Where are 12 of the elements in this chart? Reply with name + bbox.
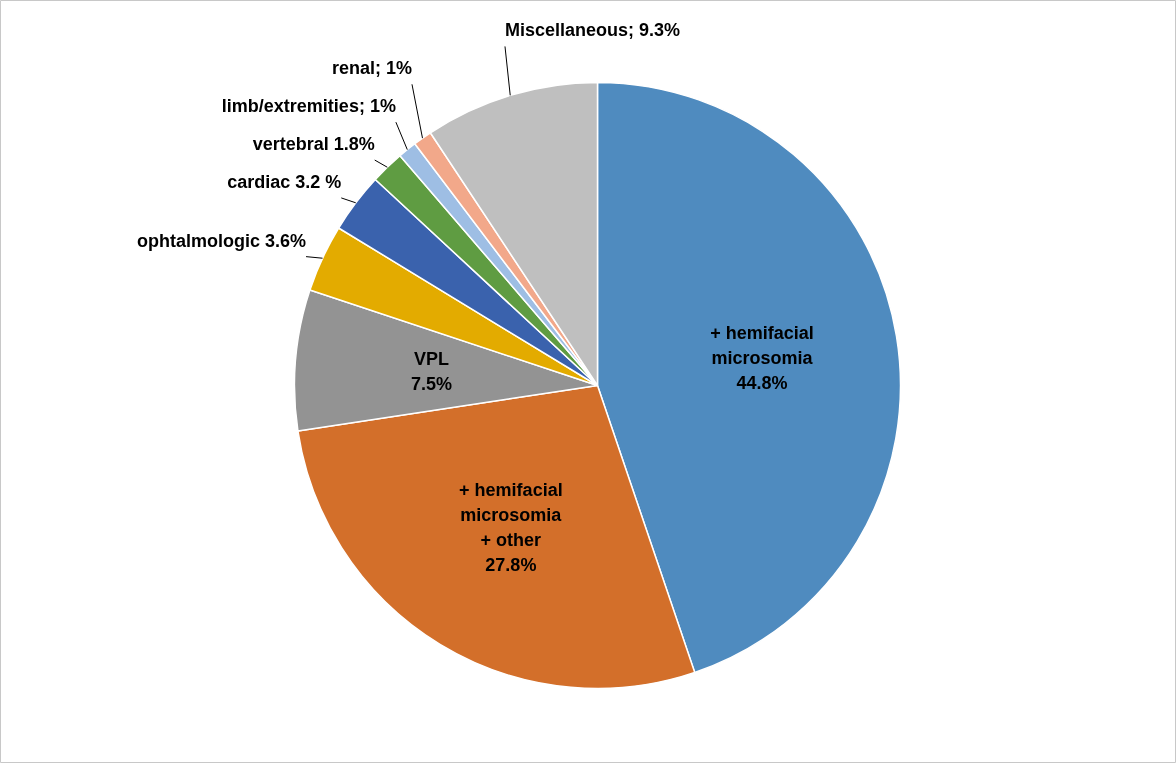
slice-label: VPL <box>413 348 449 369</box>
slice-label: vertebral 1.8% <box>252 133 375 154</box>
slice-label: renal; 1% <box>331 58 413 79</box>
data-label: 7.5% <box>410 373 452 394</box>
slice-label: + hemifacial microsomia <box>710 323 814 369</box>
slice-label: Miscellaneous; 9.3% <box>504 20 681 41</box>
slice-label: ophtalmologic 3.6% <box>137 230 307 251</box>
data-label: 27.8% <box>485 555 537 576</box>
slice-label: cardiac 3.2 % <box>227 171 342 192</box>
slice-label: + hemifacial microsomia + other <box>459 480 563 551</box>
slice-label: limb/extremities; 1% <box>221 96 396 117</box>
data-label: 44.8% <box>736 373 788 394</box>
